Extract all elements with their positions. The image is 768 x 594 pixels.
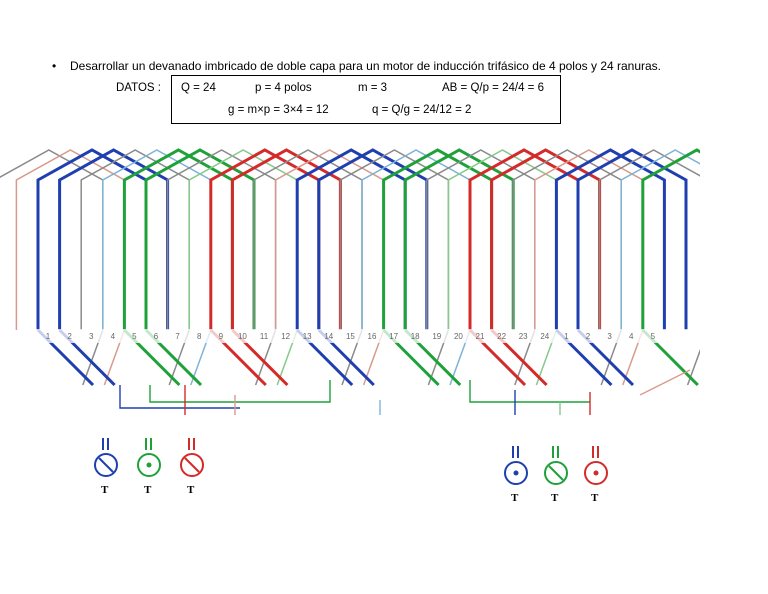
connection-lines: [119, 369, 691, 415]
datos-g: g = m×p = 3×4 = 12: [228, 104, 329, 116]
slot-label: 3: [89, 332, 94, 341]
datos-q-total: Q = 24: [181, 82, 216, 94]
coil: [598, 149, 700, 330]
terminal-dot: [513, 470, 519, 476]
slot-label: 4: [111, 332, 116, 341]
slot-label: 21: [476, 332, 485, 341]
terminal-symbol-icon: [504, 446, 528, 485]
datos-ab: AB = Q/p = 24/4 = 6: [442, 82, 544, 94]
terminal-label: T: [511, 492, 519, 504]
terminal-symbol-icon: [137, 438, 161, 477]
coil: [554, 148, 666, 330]
datos-poles: p = 4 polos: [255, 82, 312, 94]
terminal-symbol-icon: [544, 446, 568, 485]
slot-label: 12: [281, 332, 290, 341]
terminal-symbol-icon: [180, 438, 204, 477]
datos-q-group: q = Q/g = 24/12 = 2: [372, 104, 472, 116]
coil: [641, 148, 700, 330]
terminal-cross: [548, 465, 564, 481]
connection-line: [469, 380, 590, 403]
terminal-label: T: [591, 492, 599, 504]
slot-label: 2: [586, 332, 591, 341]
terminal-cross: [98, 457, 114, 473]
slot-label: 2: [67, 332, 72, 341]
slot-label: 4: [629, 332, 634, 341]
terminal-symbol-icon: [94, 438, 118, 477]
datos-label: DATOS :: [116, 82, 161, 94]
slot-label: 24: [540, 332, 549, 341]
terminal: T: [541, 444, 571, 509]
slot-label: 7: [175, 332, 180, 341]
terminal-symbol-icon: [584, 446, 608, 485]
terminal-dot: [146, 462, 152, 468]
terminal: T: [91, 436, 121, 501]
slot-label: 11: [260, 332, 269, 341]
terminal: T: [177, 436, 207, 501]
slot-label: 5: [132, 332, 137, 341]
slot-label: 6: [154, 332, 159, 341]
coil-tail: [686, 348, 700, 386]
slot-labels: 1 2 3 4 5 6 7 8 9 10 11 12 13 14 15 16 17 18 19 20 21 22 23 24 1…: [30, 329, 690, 343]
slot-label: 18: [411, 332, 420, 341]
slot-label: 17: [389, 332, 398, 341]
terminal-label: T: [187, 484, 195, 496]
terminal-label: T: [101, 484, 109, 496]
slot-label: 1: [564, 332, 569, 341]
slot-label: 20: [454, 332, 463, 341]
connection-line: [639, 369, 691, 396]
slot-label: 5: [651, 332, 656, 341]
datos-phases: m = 3: [358, 82, 388, 94]
terminal: T: [501, 444, 531, 509]
slot-label: 23: [519, 332, 528, 341]
terminal-cross: [184, 457, 200, 473]
slot-label: 10: [238, 332, 247, 341]
slot-label: 22: [497, 332, 506, 341]
terminal-dot: [593, 470, 599, 476]
datos-box: Q = 24 p = 4 polos m = 3 AB = Q/p = 24/4…: [171, 75, 561, 124]
problem-statement: Desarrollar un devanado imbricado de dob…: [70, 59, 662, 73]
connection-line: [149, 380, 331, 403]
terminal: T: [134, 436, 164, 501]
slot-label: 15: [346, 332, 355, 341]
terminal: T: [581, 444, 611, 509]
slot-label: 8: [197, 332, 202, 341]
slot-label-band: [30, 329, 690, 343]
winding-diagram: 1 2 3 4 5 6 7 8 9 10 11 12 13 14 15 16 17 18 19 20 21 22 23 24 1…: [0, 148, 700, 415]
slot-label: 1: [46, 332, 51, 341]
bullet: •: [52, 59, 57, 73]
coil: [576, 148, 688, 330]
slot-label: 19: [432, 332, 441, 341]
coil-group: [0, 148, 700, 387]
terminal-label: T: [551, 492, 559, 504]
coil: [620, 149, 700, 330]
slot-label: 16: [368, 332, 377, 341]
slot-label: 3: [607, 332, 612, 341]
slot-label: 13: [303, 332, 312, 341]
slot-label: 9: [219, 332, 224, 341]
connection-line: [119, 385, 240, 409]
terminal-label: T: [144, 484, 152, 496]
slot-label: 14: [324, 332, 333, 341]
